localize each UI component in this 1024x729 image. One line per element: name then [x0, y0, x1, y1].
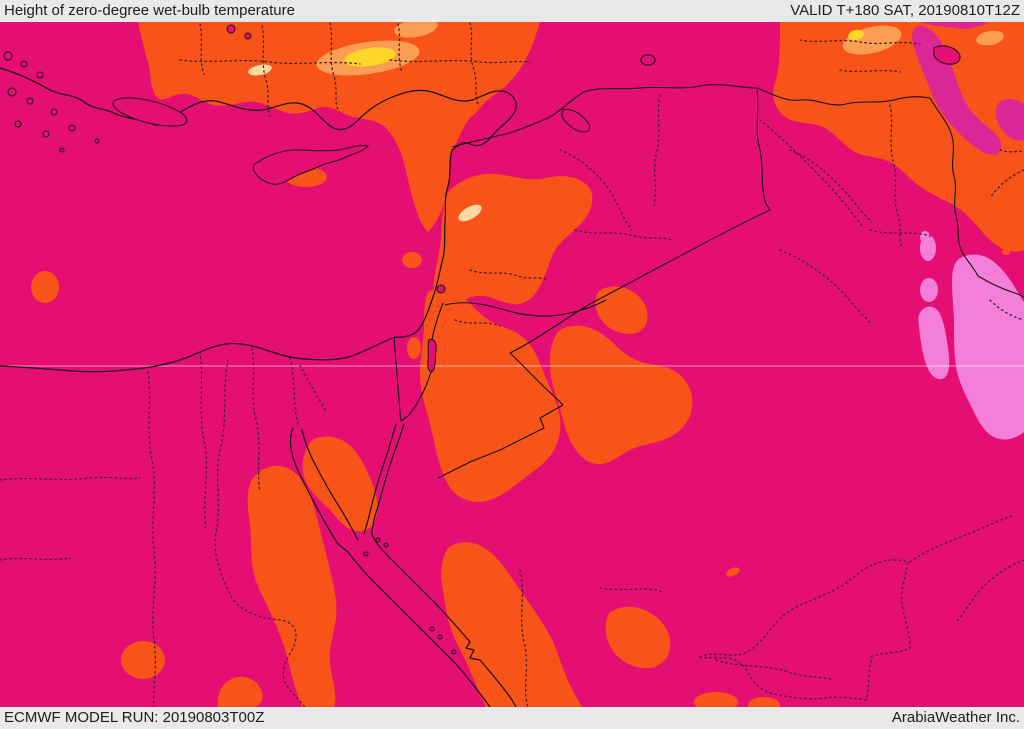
turkey-syria-border — [451, 84, 758, 148]
yellow-taurus-core — [344, 47, 396, 67]
rhodes-island — [112, 97, 188, 127]
yellow-armenia-core — [848, 29, 864, 41]
syria-iraq-border — [509, 89, 771, 354]
gulf-of-aqaba-east-and-saudi-coast — [371, 423, 517, 707]
gulf-of-suez-east-shore — [301, 429, 359, 541]
bottom-info-bar: ECMWF MODEL RUN: 20190803T00Z ArabiaWeat… — [0, 707, 1024, 729]
lake-egirdir — [226, 24, 236, 34]
map-canvas — [0, 22, 1024, 707]
orange-hejaz — [441, 542, 582, 707]
light-orange-top-patch — [394, 22, 438, 38]
fuchsia-armenia-patch — [912, 25, 1002, 156]
coastlines — [0, 67, 517, 707]
valid-time-label: VALID T+180 SAT, 20190810T12Z — [790, 2, 1020, 19]
country-borders — [393, 84, 1024, 479]
orange-eastern-desert — [247, 465, 337, 707]
red-sea-islets — [363, 537, 457, 655]
weather-map-svg — [0, 22, 1024, 707]
islands-and-lakes — [3, 24, 961, 655]
dead-sea — [427, 339, 437, 372]
pink-zagros-mass — [952, 254, 1024, 440]
fuchsia-top-sliver — [922, 22, 988, 29]
gulf-of-suez-west-and-red-sea-west-coast — [289, 427, 491, 707]
orange-gulf-speck — [1002, 249, 1010, 255]
top-title-bar: Height of zero-degree wet-bulb temperatu… — [0, 0, 1024, 22]
orange-bottom-spot-1 — [694, 692, 738, 707]
orange-regions — [31, 22, 1024, 707]
pink-finger-3 — [918, 306, 950, 380]
sea-of-galilee — [436, 284, 446, 294]
warm-accent-patches — [248, 22, 1004, 222]
turkey-iraq-border — [756, 87, 931, 106]
brand-label: ArabiaWeather Inc. — [891, 709, 1020, 726]
syria-jordan-border — [444, 299, 607, 317]
orange-bottom-spot-2 — [748, 697, 780, 707]
pink-speck — [920, 231, 930, 243]
lake-tuz — [640, 54, 656, 66]
lake-beysehir — [244, 32, 252, 40]
nile-river — [214, 359, 306, 707]
orange-sea-spot — [31, 271, 59, 303]
peach-west-patch — [248, 64, 272, 76]
lake-van — [933, 45, 961, 65]
orange-west-desert-spot — [121, 641, 165, 679]
orange-judea-spot — [407, 337, 421, 359]
magenta-hole-hejaz — [540, 558, 556, 586]
orange-west-turkey-band — [138, 22, 540, 232]
model-run-label: ECMWF MODEL RUN: 20190803T00Z — [4, 709, 265, 726]
mediterranean-coast — [0, 67, 517, 373]
orange-galilee-spot — [402, 252, 422, 268]
pink-finger-2 — [920, 278, 938, 302]
light-orange-caucasus-patch — [976, 30, 1004, 46]
orange-east-turkey-band — [773, 22, 1024, 252]
araba-border — [400, 371, 432, 422]
orange-hejaz-east — [605, 606, 671, 669]
fuchsia-patches — [912, 22, 1024, 156]
cyprus-island — [252, 145, 369, 185]
pink-high-band — [918, 231, 1024, 440]
orange-east-jordan-mass — [550, 325, 693, 465]
gulf-of-aqaba-west-shore — [363, 423, 397, 535]
jordan-saudi-border — [437, 404, 564, 479]
lake-assad — [561, 109, 591, 133]
orange-jordan-mass — [420, 288, 561, 502]
jordan-river-line — [431, 302, 444, 341]
map-title: Height of zero-degree wet-bulb temperatu… — [4, 2, 295, 19]
fuchsia-edge-patch — [995, 98, 1024, 141]
israel-egypt-border — [393, 336, 402, 422]
orange-nile-spot — [217, 676, 263, 707]
iraq-iran-border — [929, 97, 1024, 298]
orange-syria-hook — [595, 286, 648, 334]
aegean-islets — [3, 51, 100, 153]
admin-borders — [0, 22, 1024, 707]
jordan-iraq-border — [509, 352, 564, 406]
orange-iraq-speck — [726, 567, 740, 577]
orange-sinai — [302, 436, 378, 532]
peach-lebanon-core — [458, 204, 482, 222]
